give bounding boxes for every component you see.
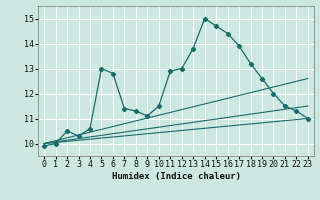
X-axis label: Humidex (Indice chaleur): Humidex (Indice chaleur) [111, 172, 241, 181]
